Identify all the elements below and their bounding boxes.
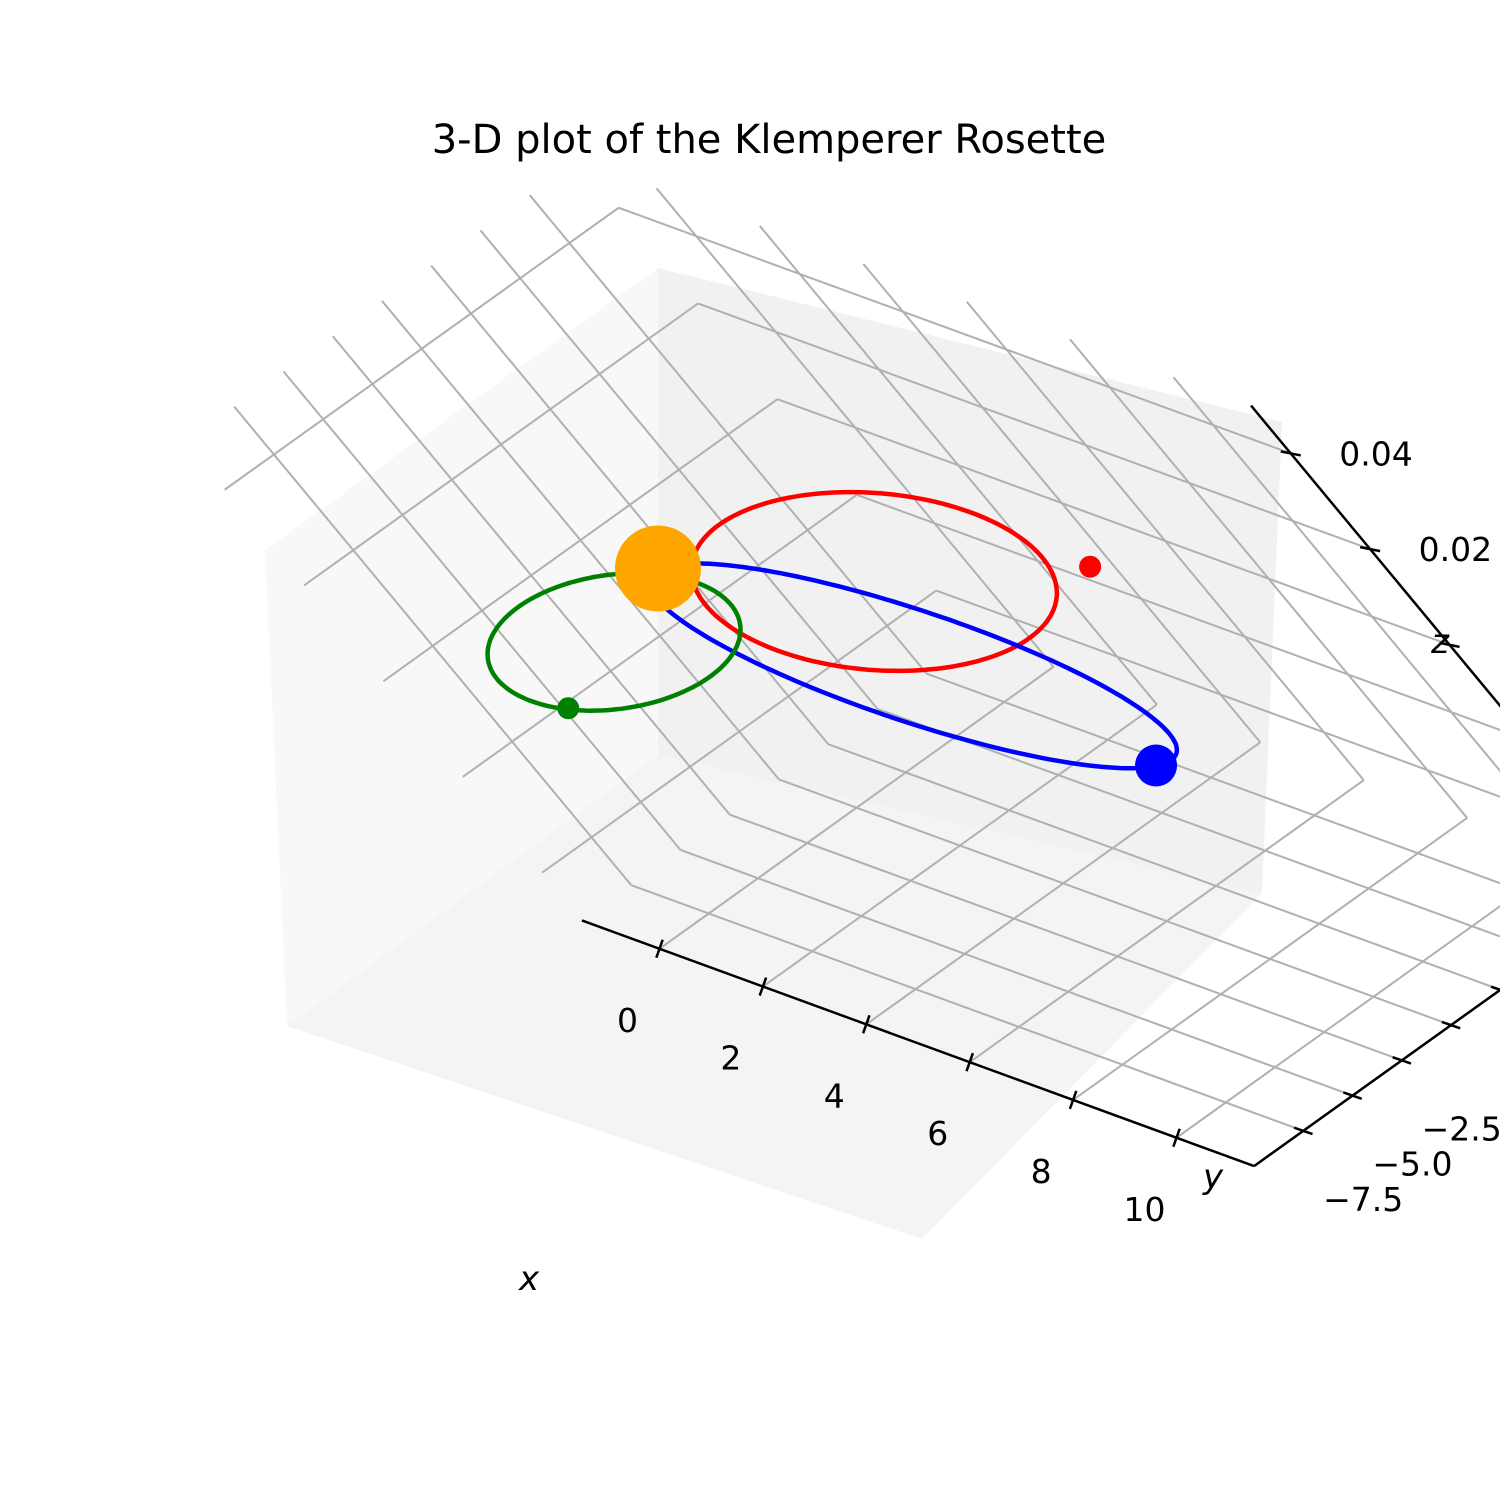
tick-mark (1441, 1020, 1461, 1030)
grid-line (778, 778, 1452, 1027)
back-pane (658, 268, 1282, 893)
grid-line (877, 707, 1500, 938)
z-tick-label: 0.02 (1419, 530, 1492, 569)
grid-line (680, 848, 1353, 1097)
x-axis-line (581, 919, 1255, 1168)
y-tick-label: −7.5 (1323, 1180, 1403, 1219)
tick-mark (655, 939, 664, 959)
tick-mark (1439, 641, 1460, 649)
grid-line (827, 743, 1500, 991)
tick-mark (1490, 985, 1500, 992)
z-axis-label: z (1430, 622, 1450, 662)
grid-line (382, 398, 779, 682)
tick-mark (758, 977, 768, 996)
grid-line (777, 398, 1450, 646)
tick-mark (1280, 450, 1301, 457)
grid-line (926, 672, 1500, 885)
y-tick-label: −2.5 (1422, 1109, 1500, 1148)
grid-line (541, 589, 937, 874)
tick-mark (1342, 1091, 1363, 1100)
grid-line (462, 494, 858, 778)
left-pane (265, 268, 658, 1026)
plot-area (485, 489, 1180, 787)
grid-line (697, 302, 1371, 551)
tick-labels: 0246810−7.5−5.0−2.50.02.55.07.5−0.04−0.0… (617, 434, 1500, 1229)
orbiting-body-marker (1135, 744, 1178, 787)
tick-mark (1172, 1128, 1181, 1148)
x-tick-label: 8 (1031, 1152, 1052, 1191)
tick-mark (1068, 1090, 1078, 1110)
orbit-path (485, 570, 743, 713)
chart-title: 3-D plot of the Klemperer Rosette (432, 117, 1107, 163)
x-tick-label: 0 (617, 1001, 638, 1040)
orbiting-body-marker (1079, 555, 1102, 578)
tick-mark (1293, 1126, 1313, 1136)
orbit-path (689, 489, 1060, 674)
y-tick-label: −5.0 (1372, 1145, 1452, 1184)
x-tick-label: 2 (720, 1039, 741, 1078)
tick-mark (1392, 1055, 1412, 1065)
grid-line (618, 206, 1292, 455)
tick-mark (1359, 545, 1381, 553)
z-tick-label: 0.00 (1498, 626, 1500, 665)
x-tick-label: 10 (1124, 1190, 1166, 1229)
x-tick-label: 4 (824, 1076, 845, 1115)
grid-line (630, 884, 1304, 1132)
z-tick-label: 0.04 (1339, 434, 1412, 473)
grid-line (729, 813, 1403, 1062)
grid-line (224, 206, 620, 491)
y-axis-label: y (1202, 1157, 1224, 1197)
y-tick-label: 0.0 (1499, 1074, 1500, 1113)
grid-line (856, 493, 1500, 732)
orbiting-body-marker (557, 697, 580, 720)
grid-line (303, 302, 699, 587)
x-axis-label: x (518, 1259, 540, 1299)
tick-mark (965, 1052, 975, 1072)
grid-line (935, 589, 1500, 798)
tick-mark (861, 1014, 871, 1034)
floor-pane (287, 755, 1262, 1239)
x-tick-label: 6 (927, 1114, 948, 1153)
central-body-marker (615, 525, 701, 612)
